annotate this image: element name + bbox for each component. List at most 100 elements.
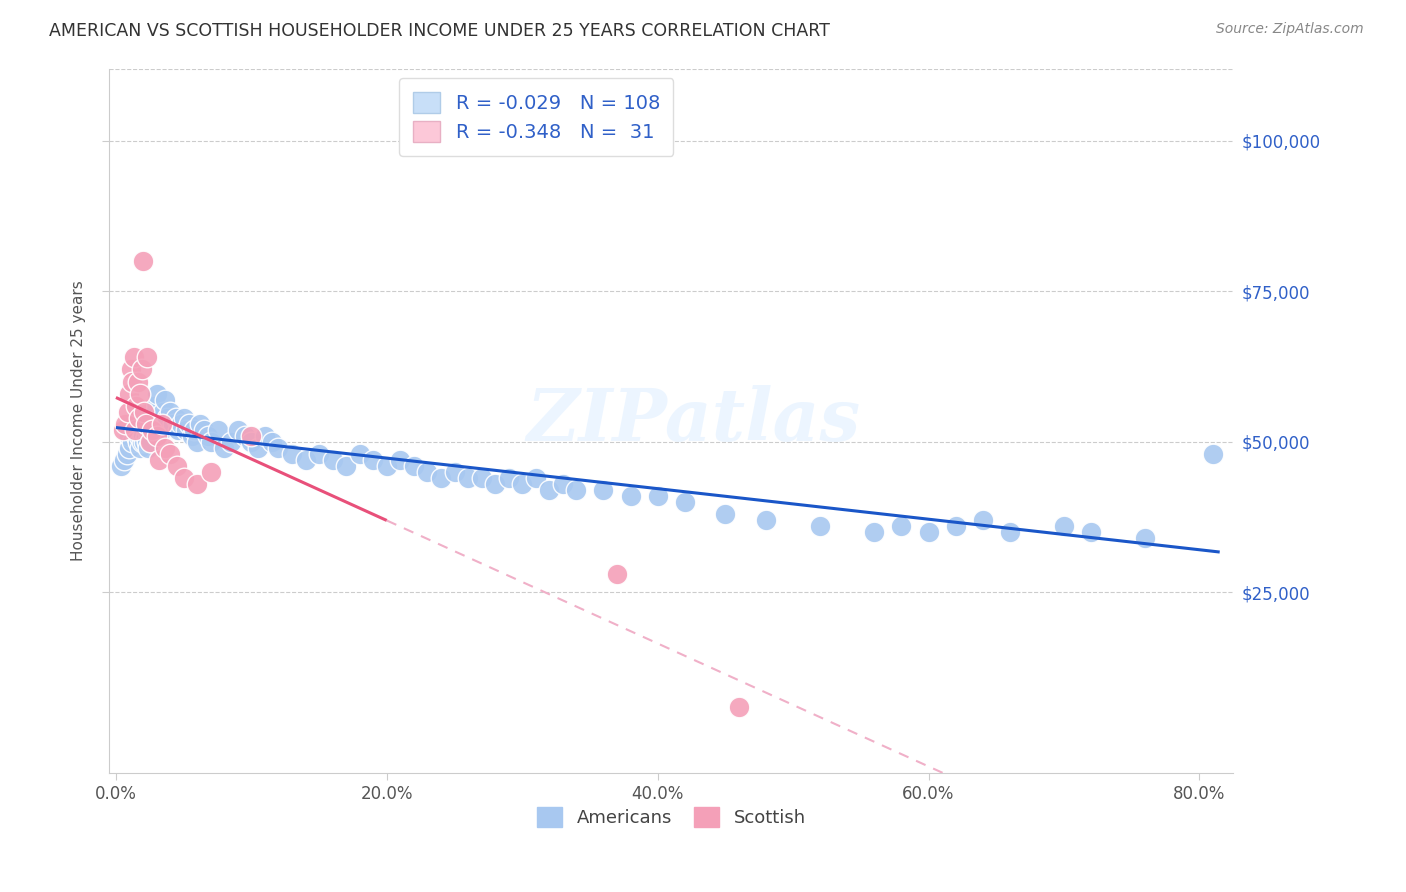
- Point: [240, 434, 263, 449]
- Point: [159, 447, 181, 461]
- Point: [139, 404, 162, 418]
- Point: [170, 417, 193, 431]
- Point: [402, 458, 425, 473]
- Point: [647, 489, 669, 503]
- Point: [592, 483, 614, 497]
- Point: [121, 375, 143, 389]
- Point: [142, 417, 165, 431]
- Point: [240, 428, 263, 442]
- Point: [619, 489, 641, 503]
- Point: [200, 434, 222, 449]
- Point: [167, 423, 190, 437]
- Point: [173, 471, 195, 485]
- Point: [728, 699, 751, 714]
- Text: Source: ZipAtlas.com: Source: ZipAtlas.com: [1216, 22, 1364, 37]
- Point: [149, 417, 172, 431]
- Point: [111, 423, 134, 437]
- Point: [131, 434, 153, 449]
- Point: [124, 423, 146, 437]
- Point: [226, 423, 249, 437]
- Point: [142, 399, 165, 413]
- Point: [136, 351, 159, 365]
- Point: [524, 471, 547, 485]
- Point: [443, 465, 465, 479]
- Point: [110, 458, 132, 473]
- Point: [214, 441, 236, 455]
- Y-axis label: Householder Income Under 25 years: Householder Income Under 25 years: [72, 280, 86, 561]
- Point: [294, 452, 316, 467]
- Point: [361, 452, 384, 467]
- Point: [188, 417, 211, 431]
- Point: [145, 423, 167, 437]
- Point: [186, 434, 208, 449]
- Point: [125, 399, 148, 413]
- Point: [118, 441, 141, 455]
- Point: [117, 404, 139, 418]
- Point: [138, 441, 160, 455]
- Point: [118, 386, 141, 401]
- Point: [471, 471, 494, 485]
- Point: [375, 458, 398, 473]
- Point: [129, 386, 152, 401]
- Point: [917, 524, 939, 539]
- Point: [890, 519, 912, 533]
- Point: [260, 434, 283, 449]
- Point: [128, 428, 150, 442]
- Point: [498, 471, 520, 485]
- Point: [207, 423, 229, 437]
- Point: [114, 417, 136, 431]
- Point: [148, 452, 170, 467]
- Point: [1135, 531, 1157, 545]
- Point: [112, 452, 135, 467]
- Point: [152, 404, 174, 418]
- Point: [121, 434, 143, 449]
- Point: [156, 410, 179, 425]
- Point: [136, 434, 159, 449]
- Point: [159, 404, 181, 418]
- Point: [233, 428, 256, 442]
- Point: [349, 447, 371, 461]
- Point: [551, 476, 574, 491]
- Point: [128, 410, 150, 425]
- Point: [673, 495, 696, 509]
- Point: [416, 465, 439, 479]
- Point: [150, 423, 173, 437]
- Point: [118, 428, 141, 442]
- Point: [139, 434, 162, 449]
- Point: [132, 417, 155, 431]
- Point: [538, 483, 561, 497]
- Point: [135, 417, 157, 431]
- Point: [138, 417, 160, 431]
- Point: [176, 423, 198, 437]
- Point: [165, 410, 187, 425]
- Point: [197, 428, 219, 442]
- Point: [132, 428, 155, 442]
- Point: [389, 452, 412, 467]
- Point: [134, 404, 156, 418]
- Point: [145, 386, 167, 401]
- Point: [998, 524, 1021, 539]
- Point: [141, 410, 163, 425]
- Point: [162, 417, 184, 431]
- Text: AMERICAN VS SCOTTISH HOUSEHOLDER INCOME UNDER 25 YEARS CORRELATION CHART: AMERICAN VS SCOTTISH HOUSEHOLDER INCOME …: [49, 22, 830, 40]
- Point: [135, 417, 157, 431]
- Point: [714, 507, 737, 521]
- Point: [132, 254, 155, 268]
- Point: [180, 428, 202, 442]
- Point: [125, 410, 148, 425]
- Point: [122, 417, 145, 431]
- Point: [136, 423, 159, 437]
- Point: [183, 423, 205, 437]
- Point: [484, 476, 506, 491]
- Point: [127, 434, 149, 449]
- Point: [186, 476, 208, 491]
- Point: [153, 441, 176, 455]
- Point: [335, 458, 357, 473]
- Point: [127, 375, 149, 389]
- Legend: Americans, Scottish: Americans, Scottish: [530, 800, 813, 834]
- Point: [193, 423, 215, 437]
- Point: [135, 423, 157, 437]
- Point: [127, 423, 149, 437]
- Point: [135, 428, 157, 442]
- Point: [115, 447, 138, 461]
